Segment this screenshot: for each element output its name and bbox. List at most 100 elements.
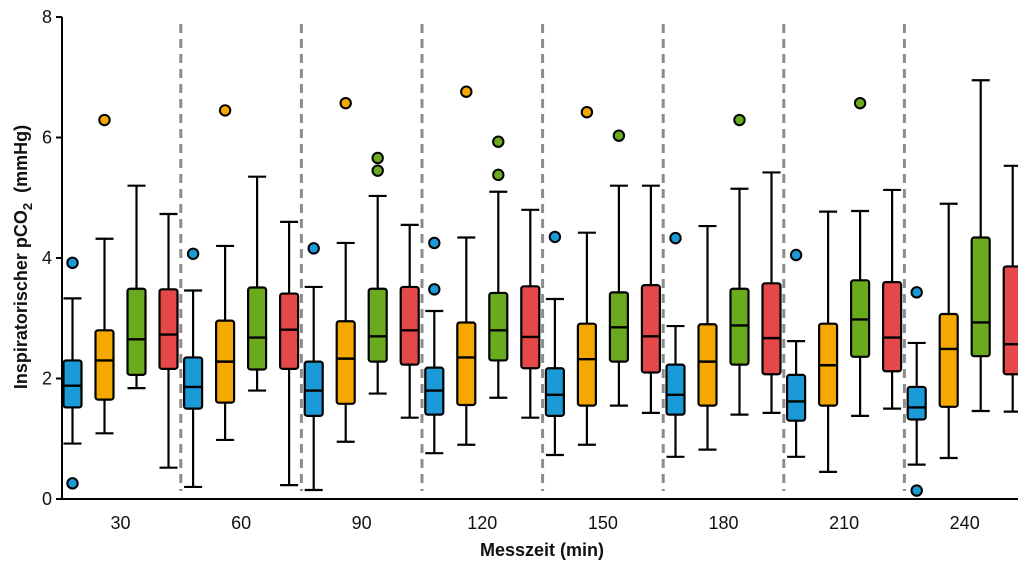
box-group: [761, 171, 782, 414]
y-axis-title-subscript: 2: [20, 203, 35, 210]
box-group: [158, 212, 179, 469]
box-group: [544, 230, 566, 457]
x-tick-label: 60: [231, 513, 251, 533]
box: [520, 285, 541, 370]
box: [970, 236, 991, 358]
box-group: [576, 105, 598, 446]
y-axis-title-main: Inspiratorischer pCO: [11, 210, 31, 389]
outlier-point: [428, 236, 441, 250]
outlier-point: [66, 256, 79, 270]
outlier-point: [492, 168, 505, 182]
outlier-point: [371, 151, 384, 165]
box-group: [729, 113, 750, 416]
box: [761, 282, 782, 376]
box: [1002, 265, 1018, 376]
box: [303, 360, 324, 417]
box: [399, 285, 420, 366]
box-group: [215, 104, 236, 442]
box: [665, 363, 686, 416]
box-group: [62, 256, 83, 490]
box: [729, 287, 750, 366]
box-group: [247, 175, 268, 392]
plot-area: [62, 24, 1018, 497]
box: [94, 329, 115, 401]
box-group: [303, 242, 324, 492]
box-group: [938, 202, 959, 460]
y-axis-title-unit: (mmHg): [11, 125, 31, 193]
box-group: [817, 210, 839, 473]
box-group: [906, 286, 927, 497]
box-group: [126, 184, 147, 390]
outlier-point: [307, 242, 320, 255]
box: [335, 320, 356, 405]
x-tick-label: 30: [110, 513, 130, 533]
outlier-point: [548, 230, 562, 244]
box-group: [1002, 164, 1018, 413]
box-group: [881, 188, 903, 410]
box: [576, 322, 598, 407]
outlier-point: [98, 113, 111, 127]
outlier-point: [371, 164, 384, 177]
x-tick-label: 210: [829, 513, 859, 533]
box-group: [399, 223, 420, 419]
outlier-point: [612, 129, 626, 142]
box-group: [640, 184, 662, 414]
box-group: [424, 236, 445, 455]
outlier-point: [339, 96, 352, 110]
y-tick-label: 0: [42, 489, 52, 509]
y-axis-title: Inspiratorischer pCO2 (mmHg): [11, 125, 35, 389]
box-group: [970, 79, 991, 413]
box-group: [456, 85, 477, 446]
box: [640, 284, 662, 374]
outlier-point: [853, 96, 867, 110]
y-tick-label: 4: [42, 248, 52, 268]
outlier-point: [66, 477, 79, 490]
box-group: [849, 96, 871, 417]
x-axis-title: Messzeit (min): [480, 540, 604, 560]
box-group: [335, 96, 356, 443]
box: [456, 321, 477, 407]
box-group: [785, 248, 807, 458]
outlier-point: [186, 247, 200, 260]
x-tick-label: 90: [352, 513, 372, 533]
box-group: [183, 247, 204, 489]
box: [785, 373, 807, 422]
box: [279, 292, 300, 370]
box: [158, 288, 179, 370]
box-group: [367, 151, 388, 395]
box: [247, 286, 268, 371]
outlier-point: [460, 85, 473, 98]
box: [367, 287, 388, 363]
box: [126, 287, 147, 376]
box-group: [697, 224, 718, 451]
outlier-point: [580, 105, 594, 119]
y-tick-label: 2: [42, 369, 52, 389]
x-tick-label: 120: [467, 513, 497, 533]
box-group: [488, 135, 509, 399]
box: [906, 385, 927, 421]
outlier-point: [910, 484, 923, 497]
outlier-point: [218, 104, 232, 117]
outlier-point: [669, 231, 682, 245]
box-group: [665, 231, 686, 458]
box: [544, 367, 566, 417]
x-tick-label: 150: [588, 513, 618, 533]
outlier-point: [733, 113, 746, 127]
box-group: [279, 220, 300, 487]
box: [938, 312, 959, 408]
box: [62, 359, 83, 409]
outlier-point: [428, 283, 441, 296]
box-group: [520, 208, 541, 419]
outlier-point: [910, 286, 923, 299]
axes: 0 2 4 6 8 30 60 90 120 150 180 210 240: [42, 7, 1018, 533]
box: [183, 356, 204, 410]
box-group: [608, 129, 630, 407]
box-group: [94, 113, 115, 435]
box: [881, 281, 903, 373]
box: [697, 323, 718, 407]
x-tick-label: 240: [950, 513, 980, 533]
y-tick-label: 8: [42, 7, 52, 27]
y-tick-label: 6: [42, 128, 52, 148]
box: [488, 291, 509, 362]
